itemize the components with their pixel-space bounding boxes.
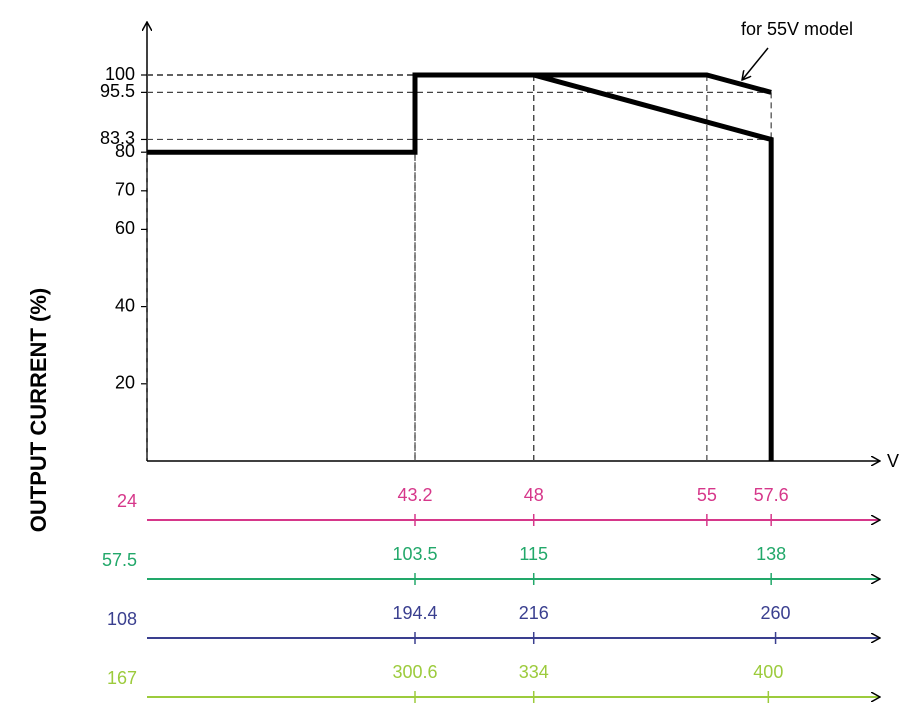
scale-model-label: 24: [117, 491, 137, 511]
x-axis-label: V: [887, 451, 899, 471]
scale-tick-label: 55: [697, 485, 717, 505]
scale-tick-label: 334: [519, 662, 549, 682]
scale-tick-label: 57.6: [754, 485, 789, 505]
scale-tick-label: 300.6: [392, 662, 437, 682]
scale-model-label: 167: [107, 668, 137, 688]
scale-tick-label: 43.2: [397, 485, 432, 505]
y-tick-label: 80: [115, 141, 135, 161]
scale-tick-label: 260: [761, 603, 791, 623]
y-tick-label: 70: [115, 180, 135, 200]
scale-model-label: 57.5: [102, 550, 137, 570]
annotation-arrow: [742, 47, 769, 80]
y-tick-label: 60: [115, 218, 135, 238]
y-tick-label: 100: [105, 64, 135, 84]
scale-tick-label: 115: [519, 544, 548, 564]
y-tick-label: 95.5: [100, 81, 135, 101]
scale-model-label: 108: [107, 609, 137, 629]
scale-tick-label: 48: [524, 485, 544, 505]
y-axis-label: OUTPUT CURRENT (%): [26, 288, 51, 532]
annotation: for 55V model: [741, 19, 853, 39]
y-tick-label: 40: [115, 295, 135, 315]
y-tick-label: 20: [115, 373, 135, 393]
scale-tick-label: 103.5: [392, 544, 437, 564]
scale-tick-label: 400: [753, 662, 783, 682]
series-line: [147, 72, 774, 461]
scale-tick-label: 216: [519, 603, 549, 623]
y-tick-label: 83.3: [100, 128, 135, 148]
scale-tick-label: 194.4: [392, 603, 437, 623]
series-line: [533, 72, 772, 95]
scale-tick-label: 138: [756, 544, 786, 564]
